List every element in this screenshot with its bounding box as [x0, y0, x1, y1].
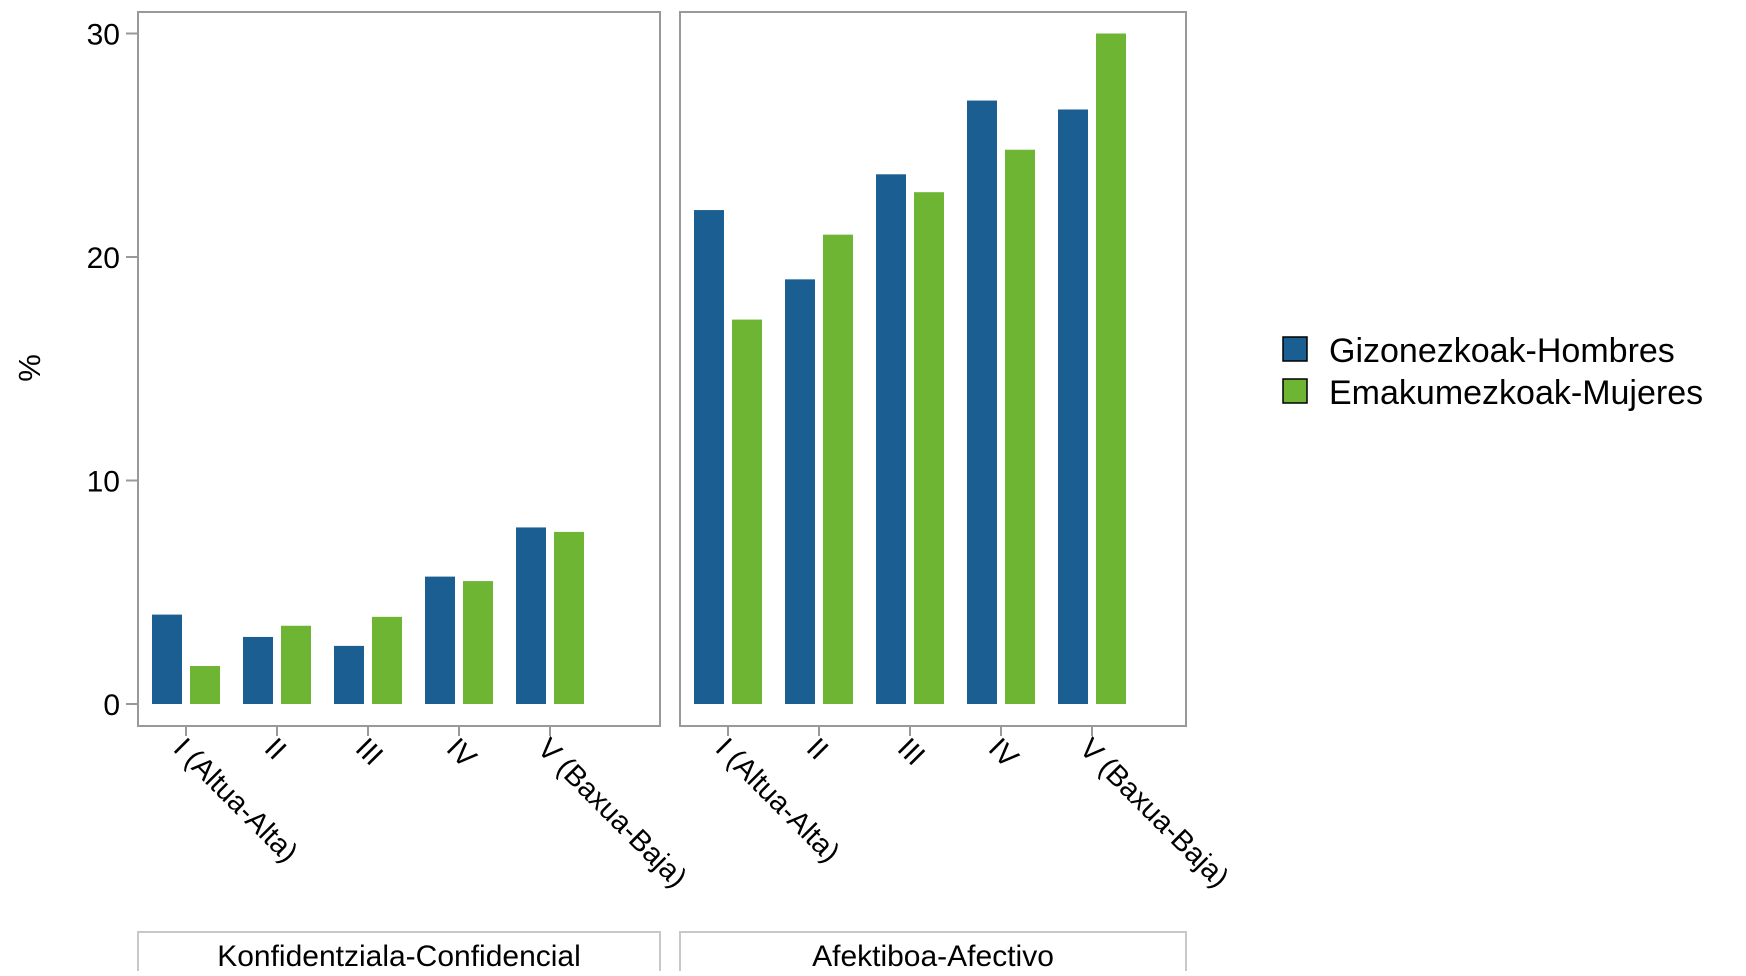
- y-tick-label: 0: [103, 689, 120, 722]
- bar: [1058, 109, 1088, 705]
- strip-label: Konfidentziala-Confidencial: [217, 940, 581, 971]
- bar: [876, 174, 906, 704]
- bar: [372, 616, 402, 704]
- panel-frame: [679, 11, 1187, 727]
- x-tick-label: IV: [440, 732, 482, 774]
- legend-label: Gizonezkoak-Hombres: [1329, 332, 1675, 370]
- x-tick-label: I (Altua-Alta): [167, 732, 304, 869]
- panel-frame: [137, 11, 661, 727]
- bar: [463, 581, 493, 704]
- x-tick-label: III: [891, 732, 931, 772]
- y-tick-label: 10: [87, 466, 120, 499]
- bar: [516, 527, 546, 704]
- y-tick-label: 20: [87, 242, 120, 275]
- bar: [334, 645, 364, 704]
- bar: [281, 625, 311, 704]
- y-tick-label: 30: [87, 19, 120, 52]
- bar: [554, 531, 584, 704]
- bar: [425, 576, 455, 704]
- y-axis: 0 10 20 30 %: [12, 12, 139, 726]
- bar: [914, 192, 944, 704]
- strip-box: [679, 931, 1187, 976]
- bar: [152, 614, 182, 704]
- x-tick-label: II: [800, 732, 834, 766]
- bar: [785, 279, 815, 704]
- x-tick-label: V (Baxua-Baja): [1073, 732, 1235, 894]
- x-tick-label: IV: [982, 732, 1024, 774]
- bar: [823, 234, 853, 704]
- legend-swatch: [1282, 378, 1308, 404]
- bar: [1005, 149, 1035, 705]
- bar: [694, 210, 724, 704]
- x-tick-label: V (Baxua-Baja): [531, 732, 693, 894]
- legend-label: Emakumezkoak-Mujeres: [1329, 374, 1703, 412]
- legend-swatch: [1282, 336, 1308, 362]
- bar: [243, 636, 273, 704]
- x-tick-label: I (Altua-Alta): [709, 732, 846, 869]
- x-tick-label: II: [258, 732, 292, 766]
- y-axis-label: %: [12, 354, 47, 382]
- strip-label: Afektiboa-Afectivo: [812, 940, 1054, 971]
- panel-1: I (Altua-Alta)II III IV V (Baxua-Baja)Konfi…: [137, 11, 693, 976]
- bar: [967, 100, 997, 705]
- bar: [732, 319, 762, 704]
- x-tick-label: III: [349, 732, 389, 772]
- bar: [190, 666, 220, 704]
- strip-box: [137, 931, 661, 976]
- bar: [1096, 33, 1126, 704]
- legend: Gizonezkoak-Hombres Emakumezkoak-Mujeres: [1282, 332, 1703, 412]
- panel-2: I (Altua-Alta)II III IV V (Baxua-Baja)Afekt…: [679, 11, 1235, 976]
